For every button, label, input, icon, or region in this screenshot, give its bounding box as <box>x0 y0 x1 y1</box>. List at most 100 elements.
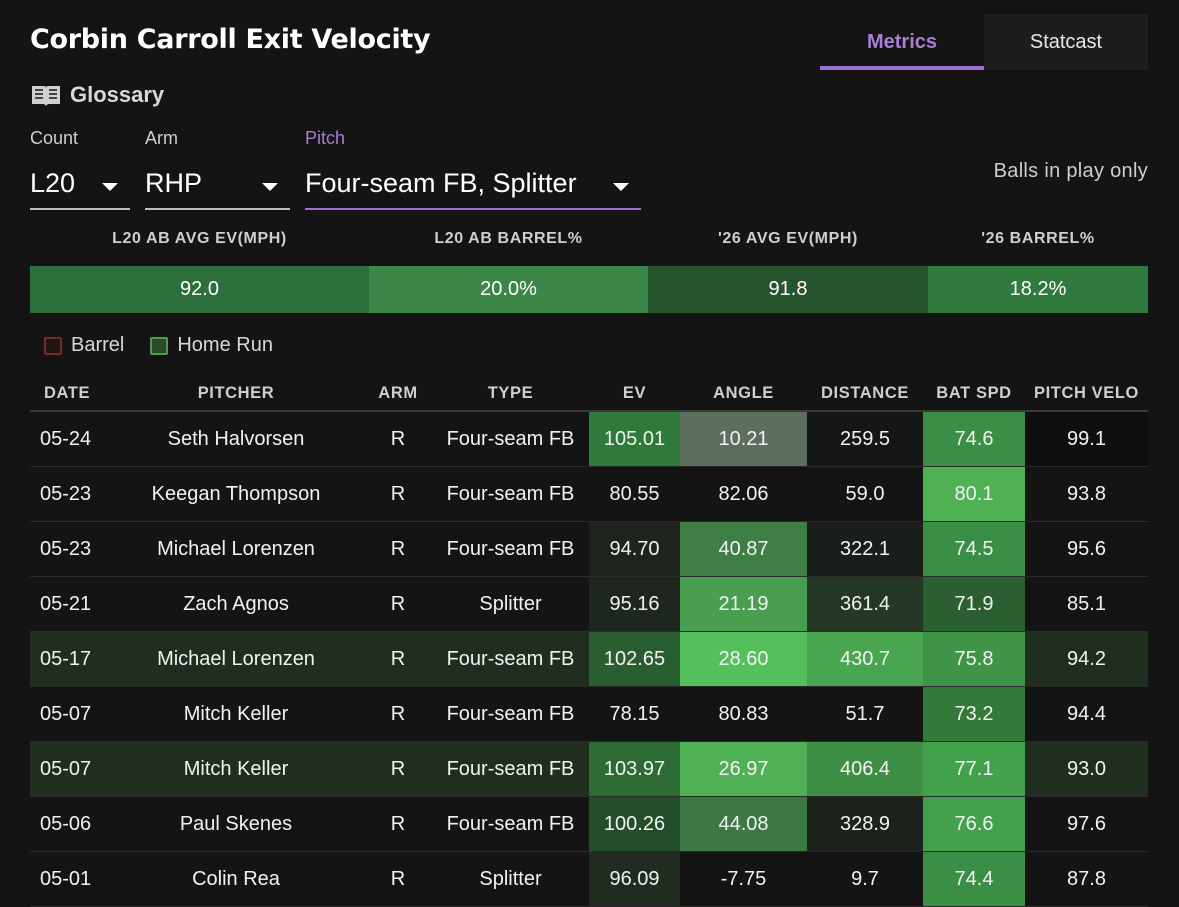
table-row: 05-24 Seth Halvorsen R Four-seam FB 105.01 10… <box>30 411 1148 467</box>
summary-header-l20-barrel: L20 AB BARREL% <box>434 230 583 247</box>
arm-select[interactable]: Arm RHP <box>145 128 290 210</box>
cell-pitch-velo: 87.8 <box>1025 851 1148 907</box>
cell-pitcher: Mitch Keller <box>108 741 364 797</box>
summary-headers: L20 AB AVG EV(MPH) L20 AB BARREL% '26 AV… <box>30 230 1148 248</box>
cell-distance: 59.0 <box>807 466 923 522</box>
cell-pitcher: Michael Lorenzen <box>108 631 364 687</box>
col-header-arm[interactable]: ARM <box>364 376 432 412</box>
arm-dropdown[interactable]: RHP <box>145 166 290 210</box>
glossary-link[interactable]: Glossary <box>30 82 164 108</box>
table-row: 05-06 Paul Skenes R Four-seam FB 100.26 44.08… <box>30 796 1148 852</box>
cell-arm: R <box>364 631 432 687</box>
cell-bat-spd: 71.9 <box>923 576 1025 632</box>
cell-pitch-velo: 94.4 <box>1025 686 1148 742</box>
batted-ball-table: DATE PITCHER ARM TYPE EV ANGLE DISTANCE … <box>30 376 1148 907</box>
cell-bat-spd: 74.6 <box>923 411 1025 467</box>
cell-bat-spd: 76.6 <box>923 796 1025 852</box>
summary-header-l20-avg-ev: L20 AB AVG EV(MPH) <box>112 230 287 247</box>
cell-date: 05-01 <box>30 851 108 907</box>
legend-item-barrel: Barrel <box>44 334 124 357</box>
pitch-dropdown[interactable]: Four-seam FB, Splitter <box>305 166 641 210</box>
col-header-bat-spd[interactable]: BAT SPD <box>923 376 1025 412</box>
col-header-pitch-velo[interactable]: PITCH VELO <box>1025 376 1148 412</box>
count-select[interactable]: Count L20 <box>30 128 130 210</box>
chevron-down-icon <box>102 183 118 191</box>
tab-metrics[interactable]: Metrics <box>820 14 984 70</box>
cell-type: Splitter <box>432 576 589 632</box>
cell-type: Four-seam FB <box>432 796 589 852</box>
arm-label: Arm <box>145 128 178 148</box>
cell-angle: 10.21 <box>680 411 807 467</box>
summary-value-l20-avg-ev: 92.0 <box>30 266 369 313</box>
col-header-date[interactable]: DATE <box>30 376 108 412</box>
summary-header-26-avg-ev: '26 AVG EV(MPH) <box>718 230 858 247</box>
col-header-type[interactable]: TYPE <box>432 376 589 412</box>
col-header-distance[interactable]: DISTANCE <box>807 376 923 412</box>
table-header-row: DATE PITCHER ARM TYPE EV ANGLE DISTANCE … <box>30 376 1148 412</box>
cell-pitch-velo: 95.6 <box>1025 521 1148 577</box>
cell-ev: 100.26 <box>589 796 680 852</box>
cell-ev: 80.55 <box>589 466 680 522</box>
cell-angle: 80.83 <box>680 686 807 742</box>
table-row: 05-17 Michael Lorenzen R Four-seam FB 102.65… <box>30 631 1148 687</box>
chevron-down-icon <box>613 183 629 191</box>
cell-pitch-velo: 93.8 <box>1025 466 1148 522</box>
table-row: 05-23 Keegan Thompson R Four-seam FB 80.55 82… <box>30 466 1148 522</box>
cell-pitch-velo: 97.6 <box>1025 796 1148 852</box>
cell-angle: 82.06 <box>680 466 807 522</box>
tab-statcast[interactable]: Statcast <box>984 14 1148 70</box>
cell-date: 05-07 <box>30 741 108 797</box>
table-row: 05-01 Colin Rea R Splitter 96.09 -7.75 9.7 74.4… <box>30 851 1148 907</box>
col-header-pitcher[interactable]: PITCHER <box>108 376 364 412</box>
summary-header-26-barrel: '26 BARREL% <box>981 230 1095 247</box>
cell-bat-spd: 74.4 <box>923 851 1025 907</box>
summary-value-26-barrel: 18.2% <box>928 266 1148 313</box>
cell-distance: 406.4 <box>807 741 923 797</box>
summary-values: 92.0 20.0% 91.8 18.2% <box>30 266 1148 313</box>
cell-type: Four-seam FB <box>432 411 589 467</box>
cell-distance: 9.7 <box>807 851 923 907</box>
legend-label: Barrel <box>71 334 125 356</box>
page-title: Corbin Carroll Exit Velocity <box>30 24 431 55</box>
pitch-label: Pitch <box>305 128 346 148</box>
summary-value-l20-barrel: 20.0% <box>369 266 648 313</box>
count-dropdown[interactable]: L20 <box>30 166 130 210</box>
cell-ev: 105.01 <box>589 411 680 467</box>
cell-type: Four-seam FB <box>432 466 589 522</box>
cell-distance: 259.5 <box>807 411 923 467</box>
cell-distance: 361.4 <box>807 576 923 632</box>
cell-arm: R <box>364 851 432 907</box>
count-value: L20 <box>30 168 76 198</box>
cell-pitcher: Michael Lorenzen <box>108 521 364 577</box>
col-header-ev[interactable]: EV <box>589 376 680 412</box>
cell-arm: R <box>364 686 432 742</box>
cell-pitcher: Colin Rea <box>108 851 364 907</box>
cell-bat-spd: 80.1 <box>923 466 1025 522</box>
balls-in-play-toggle[interactable]: Balls in play only <box>993 160 1148 182</box>
cell-type: Splitter <box>432 851 589 907</box>
cell-ev: 96.09 <box>589 851 680 907</box>
cell-angle: -7.75 <box>680 851 807 907</box>
cell-type: Four-seam FB <box>432 631 589 687</box>
table-row: 05-23 Michael Lorenzen R Four-seam FB 94.70 4… <box>30 521 1148 577</box>
cell-bat-spd: 75.8 <box>923 631 1025 687</box>
cell-pitch-velo: 85.1 <box>1025 576 1148 632</box>
cell-angle: 44.08 <box>680 796 807 852</box>
cell-ev: 94.70 <box>589 521 680 577</box>
cell-date: 05-23 <box>30 521 108 577</box>
cell-distance: 322.1 <box>807 521 923 577</box>
cell-arm: R <box>364 796 432 852</box>
view-tabs: Metrics Statcast <box>820 14 1148 70</box>
cell-pitch-velo: 94.2 <box>1025 631 1148 687</box>
cell-bat-spd: 73.2 <box>923 686 1025 742</box>
cell-angle: 28.60 <box>680 631 807 687</box>
col-header-angle[interactable]: ANGLE <box>680 376 807 412</box>
cell-angle: 21.19 <box>680 576 807 632</box>
cell-type: Four-seam FB <box>432 686 589 742</box>
cell-ev: 103.97 <box>589 741 680 797</box>
cell-arm: R <box>364 466 432 522</box>
cell-pitch-velo: 93.0 <box>1025 741 1148 797</box>
pitch-select[interactable]: Pitch Four-seam FB, Splitter <box>305 128 641 210</box>
cell-distance: 51.7 <box>807 686 923 742</box>
cell-date: 05-17 <box>30 631 108 687</box>
